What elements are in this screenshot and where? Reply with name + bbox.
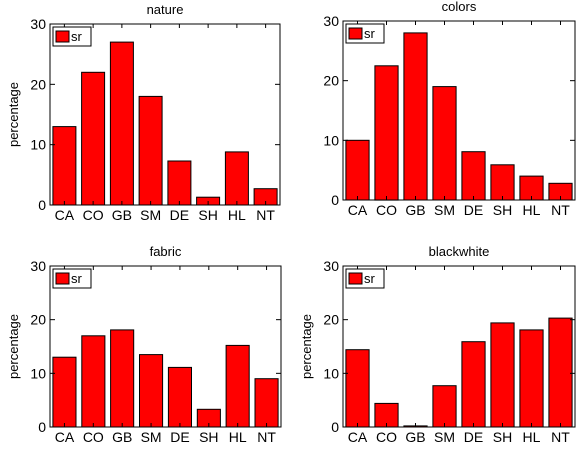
bar-DE bbox=[461, 151, 486, 201]
bar-HL bbox=[519, 329, 544, 428]
y-tick-label: 30 bbox=[323, 13, 339, 29]
x-tick-label: DE bbox=[464, 202, 483, 218]
bar-SM bbox=[432, 86, 457, 201]
x-tick-label: CO bbox=[376, 429, 397, 445]
plot-frame bbox=[342, 20, 576, 201]
bar-DE bbox=[461, 341, 486, 428]
bar-CA bbox=[345, 139, 370, 201]
x-tick-label: HL bbox=[228, 207, 246, 223]
chart-title: nature bbox=[147, 2, 184, 17]
legend-label: sr bbox=[364, 271, 376, 286]
bar-GB bbox=[110, 329, 135, 428]
chart-panel-fabric: 0 10 20 30 CA CO GB SM DE SH HL NT fabric percentage s… bbox=[6, 244, 282, 445]
bar-SM bbox=[138, 95, 163, 206]
bar-GB bbox=[109, 41, 134, 206]
bar-SH bbox=[490, 322, 515, 428]
x-tick-label: NT bbox=[551, 202, 570, 218]
chart-panel-colors: 0 10 20 30 CA CO GB SM DE SH HL NT colors sr bbox=[323, 0, 576, 218]
y-tick-label: 20 bbox=[323, 312, 339, 328]
y-tick-label: 0 bbox=[331, 192, 339, 208]
legend-swatch bbox=[348, 27, 363, 40]
bar-CO bbox=[374, 65, 399, 201]
bar-CA bbox=[52, 356, 77, 428]
y-axis-label: percentage bbox=[6, 314, 21, 379]
x-tick-label: CO bbox=[376, 202, 397, 218]
legend-label: sr bbox=[71, 29, 83, 44]
y-tick-label: 30 bbox=[30, 16, 46, 32]
bar-SM bbox=[139, 354, 164, 428]
bar-GB bbox=[403, 32, 428, 201]
x-tick-label: CO bbox=[83, 429, 104, 445]
bar-CA bbox=[52, 126, 77, 206]
x-tick-label: CA bbox=[348, 429, 368, 445]
x-tick-label: GB bbox=[405, 202, 425, 218]
x-tick-label: CO bbox=[83, 207, 104, 223]
y-tick-label: 0 bbox=[38, 197, 46, 213]
y-tick-label: 10 bbox=[30, 137, 46, 153]
x-tick-label: SM bbox=[434, 429, 455, 445]
x-tick-label: NT bbox=[257, 429, 276, 445]
x-tick-label: DE bbox=[170, 207, 189, 223]
chart-panel-nature: 0 10 20 30 CA CO GB SM DE SH HL NT nature percentage s… bbox=[6, 2, 281, 223]
y-tick-label: 20 bbox=[323, 73, 339, 89]
x-tick-label: NT bbox=[256, 207, 275, 223]
chart-title: blackwhite bbox=[429, 244, 490, 259]
bar-CO bbox=[81, 335, 106, 428]
x-tick-label: SM bbox=[141, 429, 162, 445]
x-tick-label: GB bbox=[405, 429, 425, 445]
x-tick-label: CA bbox=[55, 207, 75, 223]
chart-title: colors bbox=[442, 0, 477, 14]
y-axis-label: percentage bbox=[299, 314, 314, 379]
bar-HL bbox=[225, 344, 250, 428]
y-tick-label: 30 bbox=[323, 258, 339, 274]
bar-SH bbox=[490, 164, 515, 201]
x-tick-label: SM bbox=[140, 207, 161, 223]
x-tick-label: SH bbox=[493, 429, 512, 445]
x-tick-label: DE bbox=[464, 429, 483, 445]
x-tick-label: HL bbox=[523, 429, 541, 445]
y-axis-label: percentage bbox=[6, 82, 21, 147]
y-tick-label: 20 bbox=[30, 312, 46, 328]
x-tick-label: HL bbox=[229, 429, 247, 445]
bar-DE bbox=[167, 366, 192, 428]
legend-swatch bbox=[55, 30, 70, 43]
x-tick-label: GB bbox=[112, 429, 132, 445]
x-tick-label: CA bbox=[348, 202, 368, 218]
x-tick-label: SH bbox=[493, 202, 512, 218]
y-tick-label: 20 bbox=[30, 76, 46, 92]
chart-title: fabric bbox=[150, 244, 182, 259]
plot-frame bbox=[342, 265, 576, 428]
bar-NT bbox=[548, 317, 573, 428]
x-tick-label: NT bbox=[551, 429, 570, 445]
bar-DE bbox=[167, 160, 192, 206]
x-tick-label: SH bbox=[199, 429, 218, 445]
legend-swatch bbox=[348, 272, 363, 285]
y-tick-label: 10 bbox=[323, 365, 339, 381]
plot-frame bbox=[49, 23, 281, 206]
plot-frame bbox=[49, 265, 282, 428]
bar-SM bbox=[432, 385, 457, 428]
chart-panel-blackwhite: 0 10 20 30 CA CO GB SM DE SH HL NT blackwhite percent… bbox=[299, 244, 576, 445]
bar-HL bbox=[224, 151, 249, 206]
y-tick-label: 0 bbox=[38, 419, 46, 435]
y-tick-label: 10 bbox=[323, 132, 339, 148]
x-tick-label: SM bbox=[434, 202, 455, 218]
x-tick-label: DE bbox=[170, 429, 189, 445]
y-tick-label: 30 bbox=[30, 258, 46, 274]
bar-CO bbox=[81, 71, 106, 206]
y-tick-label: 0 bbox=[331, 419, 339, 435]
bar-NT bbox=[254, 378, 279, 428]
legend-swatch bbox=[55, 272, 70, 285]
legend-label: sr bbox=[364, 26, 376, 41]
bar-CA bbox=[345, 349, 370, 428]
x-tick-label: HL bbox=[523, 202, 541, 218]
x-tick-label: SH bbox=[198, 207, 217, 223]
y-tick-label: 10 bbox=[30, 365, 46, 381]
legend-label: sr bbox=[71, 271, 83, 286]
x-tick-label: CA bbox=[55, 429, 75, 445]
x-tick-label: GB bbox=[112, 207, 132, 223]
